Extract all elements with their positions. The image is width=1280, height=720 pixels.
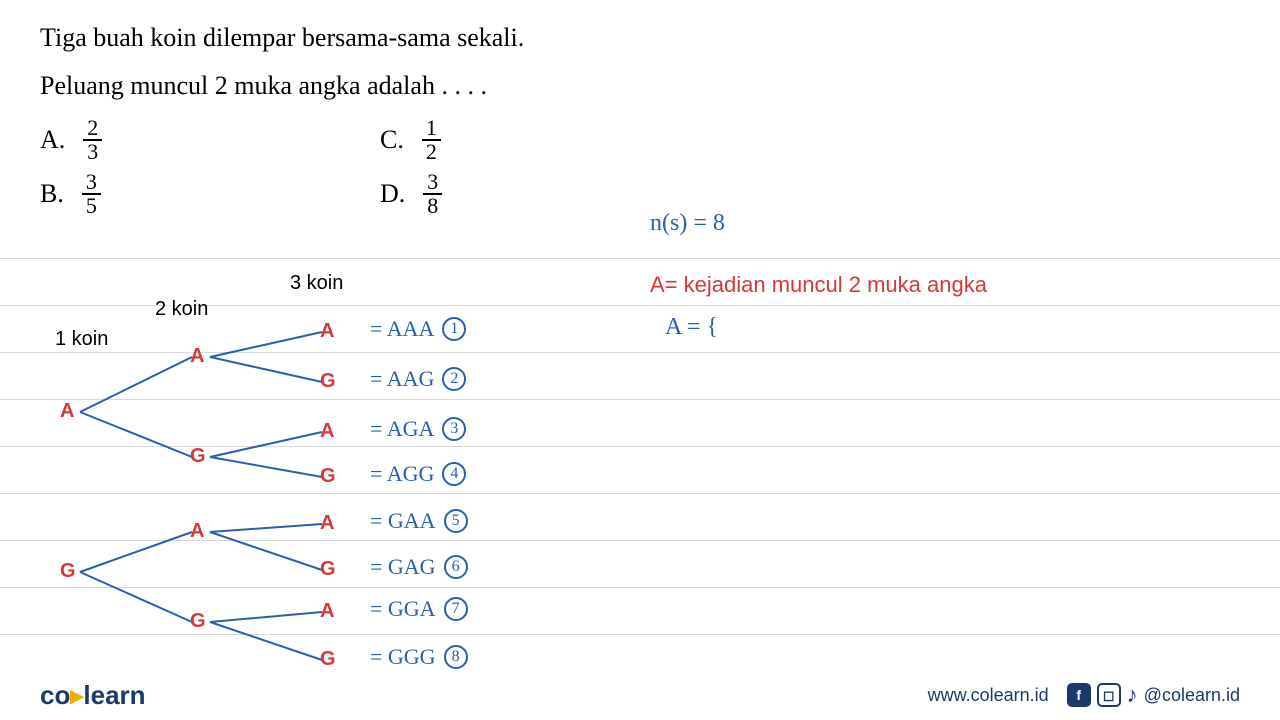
tree-node: G bbox=[320, 370, 336, 393]
outcome-number: 2 bbox=[442, 367, 466, 391]
outcome-number: 5 bbox=[444, 509, 468, 533]
outcome-text: = GAG bbox=[370, 554, 436, 580]
question-line-2: Peluang muncul 2 muka angka adalah . . .… bbox=[40, 68, 1240, 104]
question-line-1: Tiga buah koin dilempar bersama-sama sek… bbox=[40, 20, 1240, 56]
outcome: = AGG 4 bbox=[370, 461, 466, 487]
outcome-text: = GGG bbox=[370, 644, 436, 670]
option-a-label: A. bbox=[40, 125, 65, 155]
tree-node: G bbox=[320, 648, 336, 671]
opt-c-num: 1 bbox=[422, 117, 441, 141]
tree-node: A bbox=[320, 320, 334, 343]
option-d-label: D. bbox=[380, 179, 405, 209]
outcome-text: = GGA bbox=[370, 596, 436, 622]
social-icons: f ◻ ♪ @colearn.id bbox=[1067, 682, 1240, 708]
opt-b-num: 3 bbox=[82, 171, 101, 195]
option-b-fraction: 3 5 bbox=[82, 171, 101, 217]
logo-pre: co bbox=[40, 680, 70, 710]
annotation-event: A= kejadian muncul 2 muka angka bbox=[650, 272, 987, 298]
opt-a-den: 3 bbox=[83, 141, 102, 163]
footer-handle: @colearn.id bbox=[1144, 685, 1240, 706]
outcome-text: = AGA bbox=[370, 416, 434, 442]
option-c: C. 1 2 bbox=[380, 117, 660, 163]
outcome-number: 4 bbox=[442, 462, 466, 486]
opt-c-den: 2 bbox=[422, 141, 441, 163]
outcome-number: 8 bbox=[444, 645, 468, 669]
annotation-ns: n(s) = 8 bbox=[650, 210, 725, 237]
option-d: D. 3 8 bbox=[380, 171, 660, 217]
tree-node: G bbox=[320, 465, 336, 488]
opt-d-num: 3 bbox=[423, 171, 442, 195]
tree-diagram bbox=[30, 250, 390, 690]
logo-mid: ▸ bbox=[70, 680, 83, 710]
logo: co▸learn bbox=[40, 680, 146, 711]
tree-node: A bbox=[190, 345, 204, 368]
tree-node: A bbox=[320, 600, 334, 623]
outcome: = AGA 3 bbox=[370, 416, 466, 442]
outcome: = GGA 7 bbox=[370, 596, 468, 622]
tree-node: A bbox=[320, 512, 334, 535]
outcome-text: = AAG bbox=[370, 366, 434, 392]
outcome-text: = AGG bbox=[370, 461, 434, 487]
outcome-number: 7 bbox=[444, 597, 468, 621]
tree-node: A bbox=[320, 420, 334, 443]
facebook-icon: f bbox=[1067, 683, 1091, 707]
option-b-label: B. bbox=[40, 179, 64, 209]
option-a: A. 2 3 bbox=[40, 117, 320, 163]
option-c-label: C. bbox=[380, 125, 404, 155]
tree-node: G bbox=[320, 558, 336, 581]
footer-right: www.colearn.id f ◻ ♪ @colearn.id bbox=[928, 682, 1240, 708]
question-block: Tiga buah koin dilempar bersama-sama sek… bbox=[0, 0, 1280, 227]
logo-post: learn bbox=[83, 680, 145, 710]
tree-node: A bbox=[60, 400, 74, 423]
tree-node: G bbox=[60, 560, 76, 583]
tiktok-icon: ♪ bbox=[1127, 682, 1138, 708]
option-b: B. 3 5 bbox=[40, 171, 320, 217]
outcome: = GAA 5 bbox=[370, 508, 468, 534]
outcome-text: = GAA bbox=[370, 508, 436, 534]
outcome-number: 1 bbox=[442, 317, 466, 341]
option-c-fraction: 1 2 bbox=[422, 117, 441, 163]
tree-node: G bbox=[190, 610, 206, 633]
option-a-fraction: 2 3 bbox=[83, 117, 102, 163]
tree-node: G bbox=[190, 445, 206, 468]
opt-d-den: 8 bbox=[423, 195, 442, 217]
outcome-text: = AAA bbox=[370, 316, 434, 342]
annotation-a-set: A = { bbox=[665, 314, 718, 341]
outcome: = AAG 2 bbox=[370, 366, 466, 392]
outcome: = GGG 8 bbox=[370, 644, 468, 670]
tree-node: A bbox=[190, 520, 204, 543]
footer-url: www.colearn.id bbox=[928, 685, 1049, 706]
outcome: = GAG 6 bbox=[370, 554, 468, 580]
outcome-number: 6 bbox=[444, 555, 468, 579]
instagram-icon: ◻ bbox=[1097, 683, 1121, 707]
opt-a-num: 2 bbox=[83, 117, 102, 141]
outcome-number: 3 bbox=[442, 417, 466, 441]
outcome: = AAA 1 bbox=[370, 316, 466, 342]
option-d-fraction: 3 8 bbox=[423, 171, 442, 217]
footer: co▸learn www.colearn.id f ◻ ♪ @colearn.i… bbox=[0, 670, 1280, 720]
options-grid: A. 2 3 C. 1 2 B. 3 5 D. 3 8 bbox=[40, 117, 1240, 217]
opt-b-den: 5 bbox=[82, 195, 101, 217]
